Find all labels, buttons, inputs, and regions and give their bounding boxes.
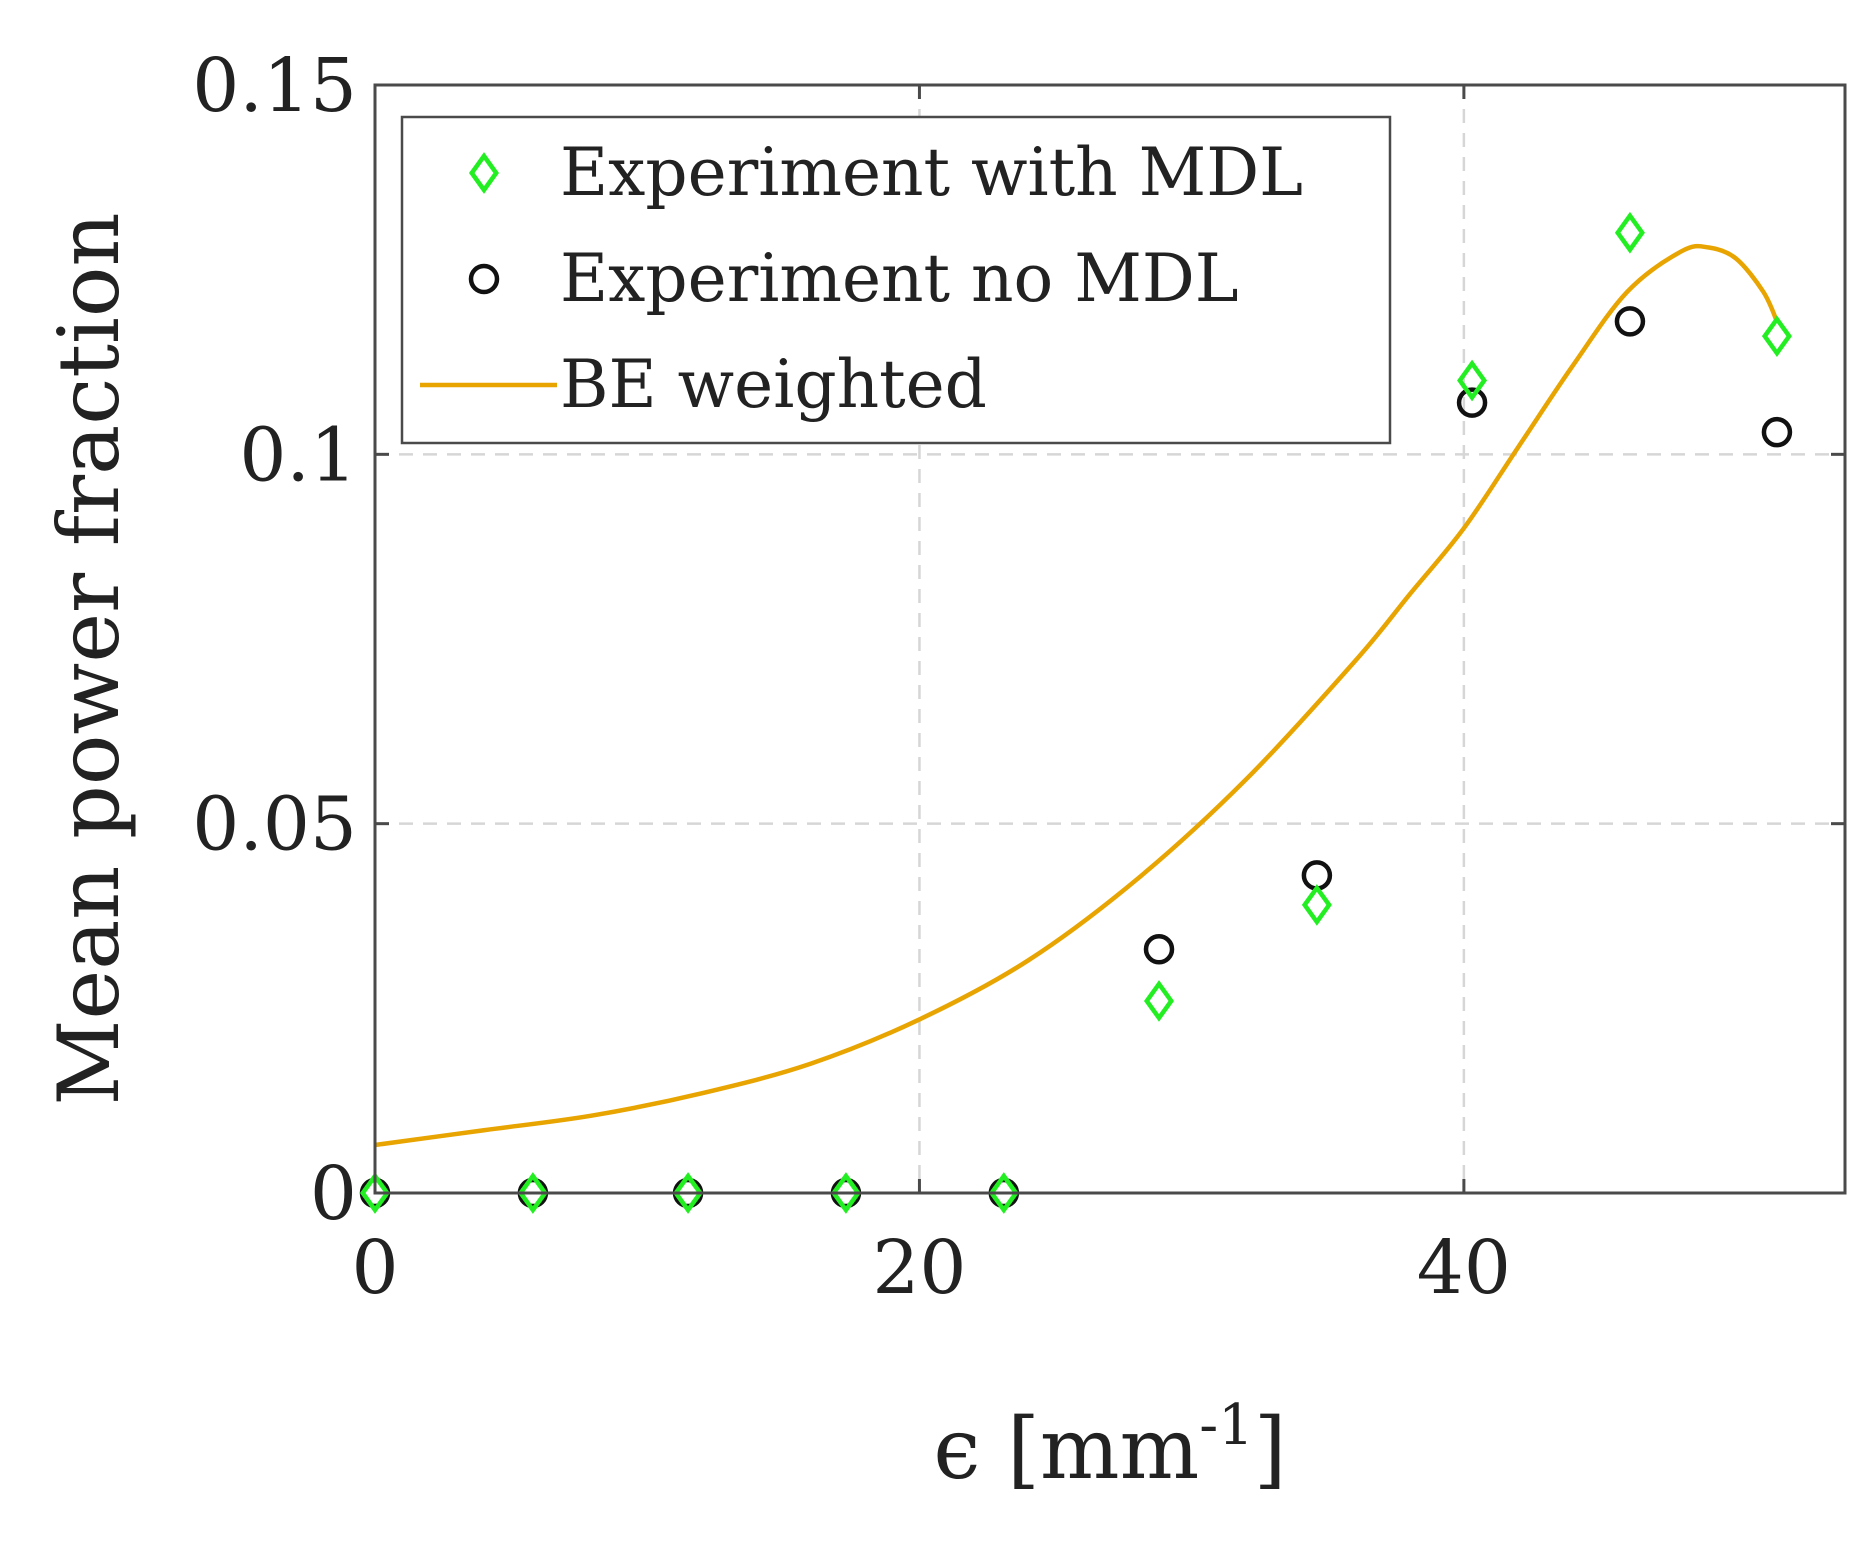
point-with-mdl-5 [1143, 980, 1175, 1022]
y-tick-label-3: 0.15 [192, 43, 357, 129]
point-with-mdl-4 [988, 1172, 1019, 1214]
grid-lines [375, 85, 1845, 1193]
legend: Experiment with MDL Experiment no MDL BE w… [400, 115, 1392, 445]
legend-marker-0 [468, 152, 500, 194]
series-experiment-with-mdl [359, 211, 1792, 1214]
y-tick-label-1: 0.05 [192, 782, 357, 868]
x-tick-labels: 0 20 40 [351, 1225, 1511, 1311]
x-tick-label-2: 40 [1417, 1225, 1511, 1311]
point-with-mdl-2 [673, 1172, 704, 1214]
y-tick-label-2: 0.1 [239, 412, 357, 498]
legend-entry-2: BE weighted [420, 346, 987, 423]
legend-label-2: BE weighted [560, 346, 987, 423]
tick-marks [373, 83, 1845, 1195]
x-axis-title: ϵ [mm-1] [933, 1393, 1286, 1498]
x-tick-label-0: 0 [351, 1225, 398, 1311]
x-tick-label-1: 20 [872, 1225, 966, 1311]
series-line-be-weighted [374, 243, 1780, 1148]
x-axis-title-main: ϵ [mm [933, 1400, 1199, 1498]
curve-layer [374, 243, 1780, 1148]
point-with-mdl-7 [1457, 359, 1488, 402]
point-with-mdl-3 [830, 1172, 861, 1214]
point-with-mdl-1 [517, 1172, 548, 1214]
point-with-mdl-8 [1614, 211, 1645, 254]
y-axis-title: Mean power fraction [40, 212, 138, 1105]
point-no-mdl-9 [1761, 416, 1793, 448]
legend-entry-0: Experiment with MDL [468, 134, 1303, 211]
point-no-mdl-7 [1456, 387, 1488, 418]
y-tick-labels: 0 0.05 0.1 0.15 [192, 43, 357, 1237]
point-with-mdl-0 [359, 1172, 391, 1214]
point-no-mdl-8 [1614, 306, 1646, 337]
legend-label-1: Experiment no MDL [560, 240, 1239, 317]
legend-entry-1: Experiment no MDL [468, 240, 1239, 317]
legend-box [400, 115, 1392, 445]
point-with-mdl-9 [1761, 315, 1792, 357]
x-axis-title-end: ] [1254, 1400, 1287, 1498]
plot-area-frame [373, 83, 1847, 1195]
point-with-mdl-6 [1301, 884, 1332, 926]
legend-marker-1 [468, 263, 500, 295]
point-no-mdl-5 [1143, 933, 1175, 965]
x-axis-title-superscript: -1 [1199, 1393, 1254, 1458]
y-tick-label-0: 0 [310, 1151, 357, 1237]
legend-label-0: Experiment with MDL [560, 134, 1303, 211]
